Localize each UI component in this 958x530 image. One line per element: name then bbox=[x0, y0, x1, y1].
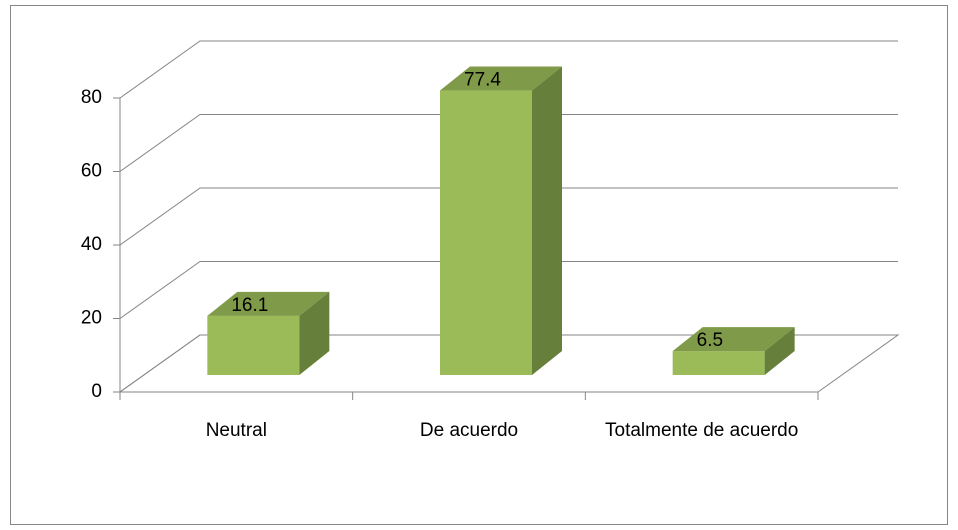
bar bbox=[440, 90, 532, 376]
bar-top bbox=[672, 327, 795, 352]
data-label: 16.1 bbox=[231, 295, 268, 316]
grid-line bbox=[119, 187, 898, 246]
y-tick-label: 60 bbox=[81, 161, 102, 182]
data-label: 6.5 bbox=[697, 330, 723, 351]
grid-line bbox=[119, 261, 898, 319]
bar-side bbox=[532, 66, 562, 376]
grid-line bbox=[119, 40, 898, 99]
x-tick-label: De acuerdo bbox=[419, 420, 519, 441]
y-tick-label: 40 bbox=[81, 234, 102, 255]
bar bbox=[207, 315, 300, 375]
grid-line bbox=[119, 334, 898, 393]
bar bbox=[672, 351, 765, 375]
x-tick-label: Neutral bbox=[205, 420, 267, 441]
y-tick-label: 0 bbox=[91, 381, 102, 402]
y-tick-label: 80 bbox=[81, 87, 102, 108]
grid-line bbox=[119, 114, 898, 172]
bar-top bbox=[207, 291, 330, 316]
bar-side bbox=[764, 327, 795, 375]
bar-side bbox=[299, 291, 330, 375]
y-tick-label: 20 bbox=[81, 308, 102, 329]
x-tick-label: Totalmente de acuerdo bbox=[605, 420, 799, 441]
bar-top bbox=[440, 66, 562, 91]
data-label: 77.4 bbox=[464, 70, 501, 91]
